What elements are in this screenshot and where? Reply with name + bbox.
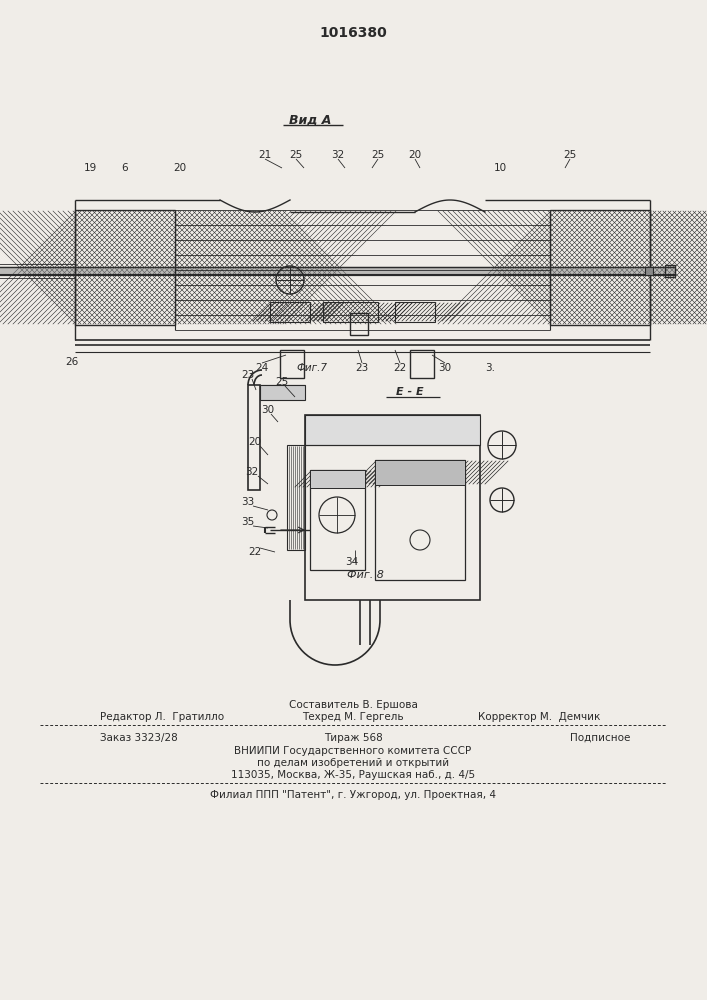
Text: ВНИИПИ Государственного комитета СССР: ВНИИПИ Государственного комитета СССР bbox=[235, 746, 472, 756]
Text: 20: 20 bbox=[173, 163, 187, 173]
Bar bbox=[260, 385, 305, 400]
Text: Подписное: Подписное bbox=[570, 733, 631, 743]
Text: 22: 22 bbox=[393, 363, 407, 373]
Text: 1016380: 1016380 bbox=[319, 26, 387, 40]
Text: 32: 32 bbox=[332, 150, 344, 160]
Text: 33: 33 bbox=[241, 497, 255, 507]
Text: 113035, Москва, Ж-35, Раушская наб., д. 4/5: 113035, Москва, Ж-35, Раушская наб., д. … bbox=[231, 770, 475, 780]
Text: Филиал ППП "Патент", г. Ужгород, ул. Проектная, 4: Филиал ППП "Патент", г. Ужгород, ул. Про… bbox=[210, 790, 496, 800]
Text: 23: 23 bbox=[356, 363, 368, 373]
Text: Корректор М.  Демчик: Корректор М. Демчик bbox=[478, 712, 600, 722]
Bar bbox=[287, 445, 305, 550]
Bar bbox=[375, 460, 465, 485]
Bar bbox=[305, 415, 480, 600]
Text: Фиг.7: Фиг.7 bbox=[296, 363, 327, 373]
Text: 25: 25 bbox=[275, 377, 288, 387]
Text: 3.: 3. bbox=[485, 363, 495, 373]
Bar bbox=[410, 350, 434, 378]
Bar bbox=[75, 210, 175, 325]
Text: 30: 30 bbox=[262, 405, 274, 415]
Text: 19: 19 bbox=[83, 163, 97, 173]
Text: Тираж 568: Тираж 568 bbox=[324, 733, 382, 743]
Text: Фиг. 8: Фиг. 8 bbox=[346, 570, 383, 580]
Text: 22: 22 bbox=[248, 547, 262, 557]
Text: 25: 25 bbox=[563, 150, 577, 160]
Text: 30: 30 bbox=[438, 363, 452, 373]
Text: по делам изобретений и открытий: по делам изобретений и открытий bbox=[257, 758, 449, 768]
Text: Редактор Л.  Гратилло: Редактор Л. Гратилло bbox=[100, 712, 224, 722]
Text: 24: 24 bbox=[255, 363, 269, 373]
Bar bbox=[305, 415, 480, 445]
Text: Е - Е: Е - Е bbox=[396, 387, 423, 397]
Bar bbox=[248, 385, 260, 490]
Text: 6: 6 bbox=[122, 163, 128, 173]
Bar bbox=[375, 460, 465, 580]
Text: 21: 21 bbox=[258, 150, 271, 160]
Bar bbox=[550, 210, 650, 325]
Bar bbox=[395, 302, 435, 322]
Text: Техред М. Гергель: Техред М. Гергель bbox=[302, 712, 404, 722]
Bar bbox=[280, 350, 304, 378]
Bar bbox=[310, 470, 365, 570]
Bar bbox=[270, 302, 310, 322]
Text: 20: 20 bbox=[248, 437, 262, 447]
Text: 10: 10 bbox=[493, 163, 506, 173]
Bar bbox=[665, 265, 675, 277]
Text: 26: 26 bbox=[65, 357, 78, 367]
Text: 32: 32 bbox=[245, 467, 259, 477]
Text: Вид А: Вид А bbox=[289, 113, 331, 126]
Text: 34: 34 bbox=[346, 557, 358, 567]
Bar bbox=[350, 313, 368, 335]
Bar bbox=[323, 302, 378, 322]
Text: 25: 25 bbox=[371, 150, 385, 160]
Text: Составитель В. Ершова: Составитель В. Ершова bbox=[288, 700, 417, 710]
Text: Заказ 3323/28: Заказ 3323/28 bbox=[100, 733, 177, 743]
Text: 25: 25 bbox=[289, 150, 303, 160]
Bar bbox=[645, 267, 653, 275]
Text: 20: 20 bbox=[409, 150, 421, 160]
Text: 23: 23 bbox=[241, 370, 255, 380]
Bar bbox=[310, 470, 365, 488]
Text: 35: 35 bbox=[241, 517, 255, 527]
